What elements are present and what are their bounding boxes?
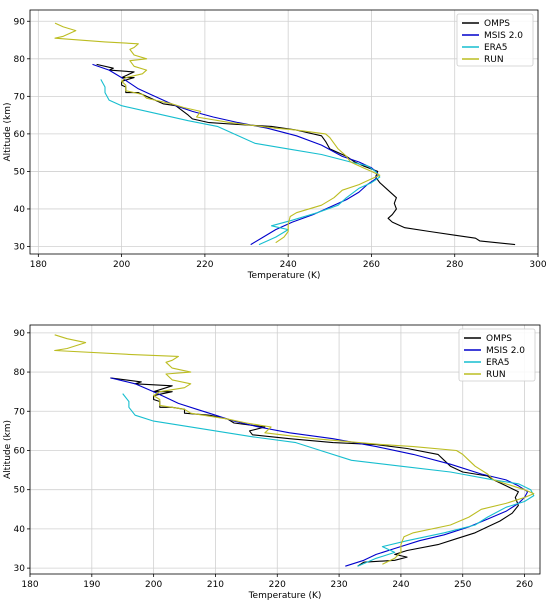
series-line-era5 <box>100 79 381 246</box>
legend-box <box>456 13 534 67</box>
y-tick-label: 80 <box>14 368 26 378</box>
series-line-msis-2-0 <box>92 63 379 246</box>
legend-entry: RUN <box>486 370 506 380</box>
series-line-omps <box>96 63 516 246</box>
legend: OMPS MSIS 2.0 ERA5 RUN <box>456 13 534 67</box>
x-tick-label: 260 <box>516 580 533 590</box>
y-axis-label: Altitude (km) <box>3 102 13 161</box>
x-tick-label: 200 <box>113 260 130 270</box>
series-line-run <box>54 334 535 565</box>
y-tick-label: 30 <box>14 564 26 574</box>
x-tick-label: 200 <box>145 580 162 590</box>
x-axis-label: Temperature (K) <box>248 591 322 601</box>
legend-entry: OMPS <box>486 334 512 344</box>
y-tick-label: 50 <box>14 486 26 496</box>
legend: OMPS MSIS 2.0 ERA5 RUN <box>458 328 536 382</box>
series-line-run <box>54 22 381 244</box>
y-tick-label: 60 <box>14 130 26 140</box>
y-tick-label: 50 <box>14 167 26 177</box>
legend-entry: RUN <box>484 55 504 65</box>
x-tick-label: 250 <box>454 580 471 590</box>
y-tick-label: 70 <box>14 92 26 102</box>
y-tick-label: 60 <box>14 446 26 456</box>
x-tick-label: 220 <box>269 580 286 590</box>
chart-panel-2: 180 190 200 210 220 230 240 250 260 30 40 50 60 70 80 9… <box>3 324 541 601</box>
axes-frame <box>29 9 539 255</box>
legend-entry: MSIS 2.0 <box>484 31 523 41</box>
y-tick-label: 90 <box>14 329 26 339</box>
x-tick-label: 260 <box>363 260 380 270</box>
legend-entry: OMPS <box>484 19 510 29</box>
y-tick-label: 90 <box>14 17 26 27</box>
legend-entry: ERA5 <box>484 43 507 53</box>
x-tick-label: 230 <box>330 580 347 590</box>
axes-frame <box>29 324 541 575</box>
y-tick-label: 70 <box>14 407 26 417</box>
x-tick-label: 180 <box>21 580 38 590</box>
x-tick-label: 210 <box>207 580 224 590</box>
x-tick-label: 220 <box>196 260 213 270</box>
series-line-msis-2-0 <box>110 377 529 567</box>
y-tick-label: 30 <box>14 242 26 252</box>
y-tick-label: 40 <box>14 525 26 535</box>
x-tick-label: 280 <box>446 260 463 270</box>
x-tick-label: 240 <box>392 580 409 590</box>
x-tick-label: 180 <box>30 260 47 270</box>
x-axis-label: Temperature (K) <box>247 271 321 281</box>
series-line-omps <box>110 377 519 567</box>
chart-panel-1: 180 200 220 240 260 280 300 30 40 50 60 70 80 90 Tempe… <box>3 9 547 281</box>
x-tick-label: 190 <box>83 580 100 590</box>
series-line-era5 <box>122 393 535 567</box>
x-tick-label: 240 <box>280 260 297 270</box>
x-tick-label: 300 <box>529 260 546 270</box>
y-tick-label: 80 <box>14 55 26 65</box>
y-tick-label: 40 <box>14 205 26 215</box>
legend-entry: ERA5 <box>486 358 509 368</box>
legend-box <box>458 328 536 382</box>
y-axis-label: Altitude (km) <box>3 420 13 479</box>
legend-entry: MSIS 2.0 <box>486 346 525 356</box>
